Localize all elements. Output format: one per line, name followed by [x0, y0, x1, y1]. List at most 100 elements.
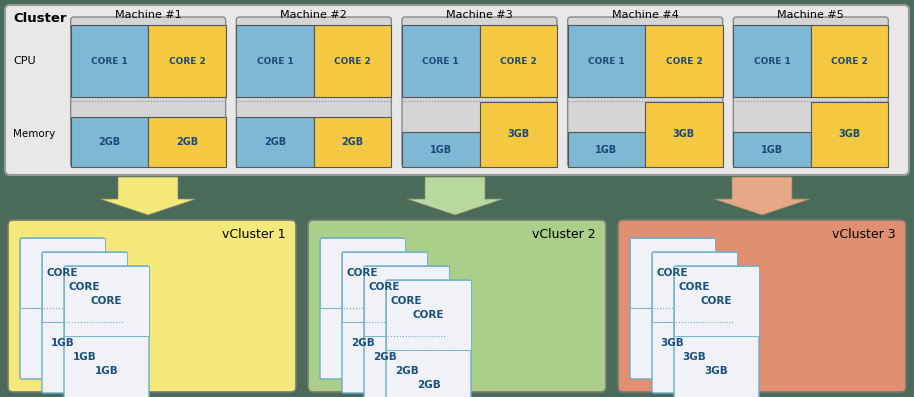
Bar — [402, 132, 480, 167]
Polygon shape — [100, 177, 196, 215]
FancyBboxPatch shape — [42, 252, 127, 393]
Text: CORE 2: CORE 2 — [831, 56, 868, 66]
Text: CORE 2: CORE 2 — [168, 56, 206, 66]
Bar — [568, 132, 645, 167]
FancyBboxPatch shape — [386, 280, 471, 397]
FancyBboxPatch shape — [237, 17, 391, 167]
Text: CORE 2: CORE 2 — [665, 56, 702, 66]
Text: Cluster: Cluster — [13, 12, 67, 25]
Text: Machine #4: Machine #4 — [611, 10, 678, 20]
Text: vCluster 2: vCluster 2 — [532, 227, 596, 241]
Text: CORE 2: CORE 2 — [500, 56, 537, 66]
Bar — [733, 132, 811, 167]
FancyBboxPatch shape — [20, 238, 105, 379]
Text: 1GB: 1GB — [72, 353, 96, 362]
Bar — [652, 252, 737, 322]
Text: 3GB: 3GB — [838, 129, 861, 139]
Text: CORE 1: CORE 1 — [91, 56, 128, 66]
Bar — [402, 25, 480, 97]
FancyBboxPatch shape — [402, 17, 557, 167]
FancyBboxPatch shape — [652, 252, 737, 393]
Text: vCluster 1: vCluster 1 — [222, 227, 286, 241]
Text: 2GB: 2GB — [395, 366, 419, 376]
FancyBboxPatch shape — [618, 220, 906, 392]
Text: Machine #1: Machine #1 — [115, 10, 182, 20]
FancyBboxPatch shape — [342, 252, 427, 393]
Text: CORE 1: CORE 1 — [588, 56, 625, 66]
FancyBboxPatch shape — [674, 266, 759, 397]
FancyBboxPatch shape — [320, 238, 405, 379]
Bar — [237, 25, 314, 97]
Text: 2GB: 2GB — [175, 137, 198, 147]
Bar — [320, 238, 405, 308]
Bar — [70, 25, 148, 97]
Text: 3GB: 3GB — [705, 366, 728, 376]
Bar — [70, 117, 148, 167]
Text: 1GB: 1GB — [761, 145, 783, 154]
Text: 2GB: 2GB — [99, 137, 121, 147]
Bar — [811, 102, 888, 167]
Bar — [342, 252, 427, 322]
Text: 2GB: 2GB — [351, 339, 375, 349]
Text: 1GB: 1GB — [595, 145, 618, 154]
Text: 3GB: 3GB — [507, 129, 529, 139]
Text: CORE: CORE — [368, 282, 400, 292]
Text: Machine #3: Machine #3 — [446, 10, 513, 20]
Text: CORE: CORE — [679, 282, 710, 292]
Text: Machine #2: Machine #2 — [281, 10, 347, 20]
Bar — [364, 266, 449, 336]
Bar — [148, 25, 226, 97]
Bar — [64, 266, 149, 336]
Text: CORE: CORE — [701, 296, 732, 306]
Bar — [645, 102, 723, 167]
Bar — [237, 117, 314, 167]
Bar — [20, 238, 105, 308]
Bar — [42, 252, 127, 322]
Text: CORE: CORE — [657, 268, 688, 278]
Text: CORE: CORE — [90, 296, 122, 306]
Text: 2GB: 2GB — [264, 137, 286, 147]
Text: CORE 1: CORE 1 — [754, 56, 791, 66]
FancyBboxPatch shape — [70, 17, 226, 167]
Text: CORE: CORE — [69, 282, 101, 292]
Text: CORE: CORE — [391, 296, 422, 306]
FancyBboxPatch shape — [64, 266, 149, 397]
Text: CORE: CORE — [346, 268, 378, 278]
FancyBboxPatch shape — [630, 238, 715, 379]
Text: CORE: CORE — [413, 310, 444, 320]
Text: 1GB: 1GB — [430, 145, 452, 154]
Text: 2GB: 2GB — [373, 353, 397, 362]
FancyBboxPatch shape — [308, 220, 606, 392]
Bar — [811, 25, 888, 97]
Text: vCluster 3: vCluster 3 — [833, 227, 896, 241]
Text: CORE 1: CORE 1 — [422, 56, 459, 66]
Text: CORE 1: CORE 1 — [257, 56, 293, 66]
Polygon shape — [407, 177, 503, 215]
FancyBboxPatch shape — [568, 17, 723, 167]
FancyBboxPatch shape — [364, 266, 449, 397]
Bar — [480, 102, 557, 167]
Text: 2GB: 2GB — [417, 380, 441, 391]
Text: CPU: CPU — [13, 56, 36, 66]
Text: 1GB: 1GB — [95, 366, 119, 376]
Text: Memory: Memory — [13, 129, 55, 139]
Text: 1GB: 1GB — [50, 339, 74, 349]
Polygon shape — [714, 177, 810, 215]
FancyBboxPatch shape — [5, 5, 909, 175]
Bar — [630, 238, 715, 308]
Bar — [314, 117, 391, 167]
Bar — [148, 117, 226, 167]
Text: 2GB: 2GB — [342, 137, 364, 147]
Bar — [645, 25, 723, 97]
Bar — [480, 25, 557, 97]
Bar — [674, 266, 759, 336]
Text: CORE: CORE — [47, 268, 79, 278]
Text: 3GB: 3GB — [673, 129, 695, 139]
Bar — [314, 25, 391, 97]
Bar — [733, 25, 811, 97]
Text: CORE 2: CORE 2 — [335, 56, 371, 66]
Text: 3GB: 3GB — [661, 339, 685, 349]
FancyBboxPatch shape — [8, 220, 296, 392]
Text: Machine #5: Machine #5 — [778, 10, 845, 20]
Bar — [568, 25, 645, 97]
